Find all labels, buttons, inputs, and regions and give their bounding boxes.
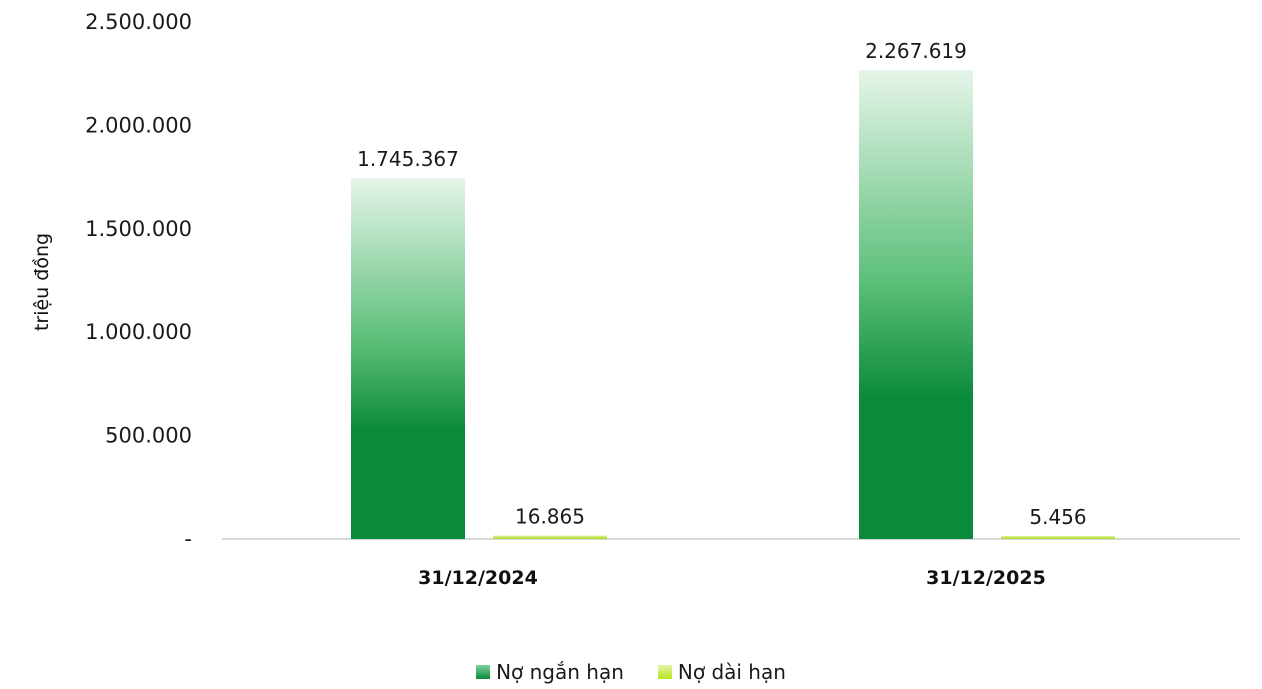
bar-long-term	[493, 535, 607, 539]
y-tick-label: 2.000.000	[85, 113, 192, 137]
bar-short-term	[859, 70, 973, 539]
data-label: 1.745.367	[357, 147, 459, 171]
y-tick-label: 1.500.000	[85, 217, 192, 241]
data-label: 5.456	[1029, 505, 1086, 529]
legend-label-long-term: Nợ dài hạn	[677, 660, 786, 684]
y-tick-label: 500.000	[105, 424, 192, 448]
y-tick-label: -	[184, 527, 192, 551]
y-tick-label: 1.000.000	[85, 320, 192, 344]
bar-long-term	[1001, 536, 1115, 539]
legend-swatch-long-term	[657, 665, 672, 679]
legend-swatch-short-term	[476, 665, 491, 679]
bar-short-term	[351, 178, 465, 539]
y-tick-label: 2.500.000	[85, 10, 192, 34]
x-category-label: 31/12/2025	[926, 567, 1046, 589]
data-label: 2.267.619	[865, 39, 967, 63]
legend-item-long-term: Nợ dài hạn	[657, 660, 786, 684]
x-category-label: 31/12/2024	[418, 567, 538, 589]
legend-item-short-term: Nợ ngắn hạn	[476, 660, 624, 684]
data-label: 16.865	[515, 505, 585, 529]
y-axis-label: triệu đồng	[31, 233, 53, 331]
legend: Nợ ngắn hạn Nợ dài hạn	[0, 660, 1262, 684]
legend-label-short-term: Nợ ngắn hạn	[496, 660, 624, 684]
